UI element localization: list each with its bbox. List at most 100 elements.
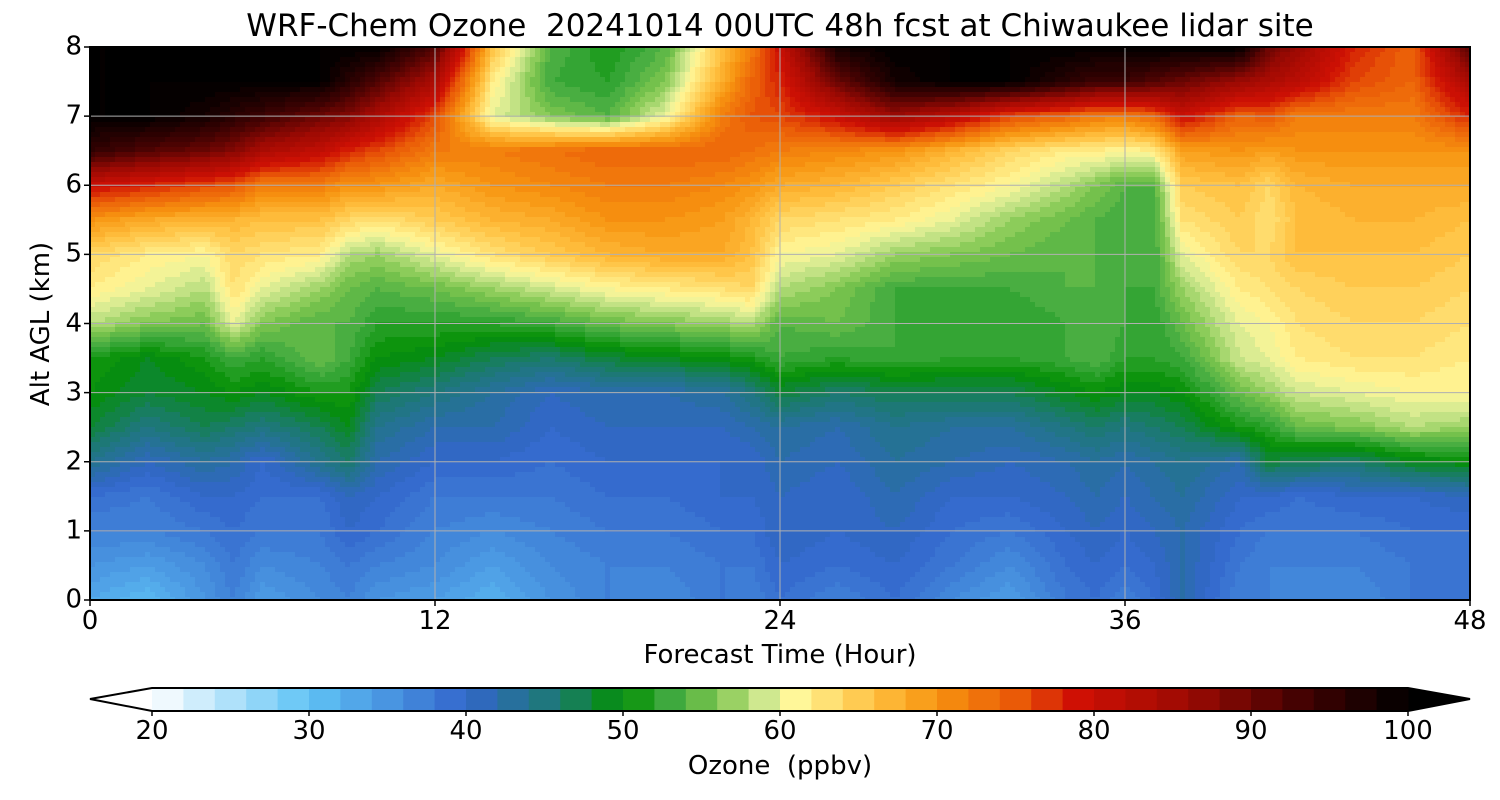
heatmap-cell <box>1160 192 1166 198</box>
heatmap-cell <box>1230 327 1246 333</box>
heatmap-cell <box>1275 92 1291 98</box>
heatmap-cell <box>1190 457 1226 463</box>
heatmap-cell <box>1270 427 1281 433</box>
heatmap-cell <box>870 212 911 218</box>
heatmap-cell <box>465 112 471 118</box>
heatmap-cell <box>540 302 571 308</box>
heatmap-cell <box>775 277 781 283</box>
heatmap-cell <box>680 62 686 68</box>
heatmap-cell <box>505 82 511 88</box>
heatmap-cell <box>1165 187 1171 193</box>
heatmap-cell <box>505 237 541 243</box>
heatmap-cell <box>1270 357 1286 363</box>
heatmap-cell <box>805 82 811 88</box>
heatmap-cell <box>495 77 501 83</box>
heatmap-cell <box>855 262 876 268</box>
heatmap-cell <box>760 77 766 83</box>
heatmap-cell <box>210 117 226 123</box>
heatmap-cell <box>1380 52 1396 58</box>
heatmap-cell <box>90 47 101 53</box>
heatmap-cell <box>395 142 406 148</box>
heatmap-cell <box>95 387 121 393</box>
heatmap-cell <box>800 92 806 98</box>
heatmap-cell <box>610 122 621 128</box>
heatmap-cell <box>1275 237 1286 243</box>
heatmap-cell <box>1130 127 1146 133</box>
heatmap-cell <box>1155 187 1161 193</box>
heatmap-cell <box>670 67 676 73</box>
heatmap-cell <box>215 282 221 288</box>
heatmap-cell <box>640 307 701 313</box>
heatmap-cell <box>880 227 916 233</box>
heatmap-cell <box>490 82 501 88</box>
heatmap-cell <box>640 112 646 118</box>
heatmap-cell <box>1145 127 1156 133</box>
heatmap-cell <box>1110 172 1156 178</box>
heatmap-cell <box>90 387 96 393</box>
heatmap-cell <box>445 352 476 358</box>
heatmap-cell <box>340 262 351 268</box>
heatmap-cell <box>1325 302 1446 308</box>
heatmap-cell <box>895 292 1021 298</box>
heatmap-cell <box>250 167 261 173</box>
heatmap-cell <box>540 437 571 443</box>
heatmap-cell <box>1410 97 1416 103</box>
heatmap-cell <box>1180 142 1446 148</box>
heatmap-cell <box>1150 142 1156 148</box>
heatmap-cell <box>860 67 871 73</box>
heatmap-cell <box>1030 72 1046 78</box>
heatmap-cell <box>835 287 856 293</box>
heatmap-cell <box>1420 92 1426 98</box>
heatmap-cell <box>1280 62 1291 68</box>
heatmap-cell <box>855 327 896 333</box>
heatmap-cell <box>385 92 391 98</box>
heatmap-cell <box>835 92 846 98</box>
heatmap-cell <box>1215 257 1231 263</box>
heatmap-cell <box>475 97 481 103</box>
heatmap-cell <box>620 97 631 103</box>
heatmap-cell <box>500 167 556 173</box>
heatmap-cell <box>790 227 846 233</box>
heatmap-cell <box>715 92 721 98</box>
heatmap-cell <box>105 212 136 218</box>
heatmap-cell <box>435 72 441 78</box>
heatmap-cell <box>395 132 406 138</box>
heatmap-cell <box>1170 222 1176 228</box>
heatmap-cell <box>720 82 726 88</box>
heatmap-cell <box>1190 377 1201 383</box>
heatmap-cell <box>1040 197 1061 203</box>
heatmap-cell <box>320 107 331 113</box>
heatmap-cell <box>265 302 291 308</box>
heatmap-cell <box>810 87 816 93</box>
heatmap-cell <box>805 162 856 168</box>
heatmap-cell <box>950 137 966 143</box>
heatmap-cell <box>675 127 686 133</box>
heatmap-cell <box>485 112 491 118</box>
heatmap-cell <box>570 302 601 308</box>
heatmap-cell <box>445 72 451 78</box>
heatmap-cell <box>1260 202 1276 208</box>
heatmap-cell <box>155 427 186 433</box>
heatmap-cell <box>105 237 136 243</box>
heatmap-cell <box>1285 247 1296 253</box>
heatmap-cell <box>1370 47 1386 53</box>
heatmap-cell <box>1065 167 1091 173</box>
heatmap-cell <box>565 152 741 158</box>
heatmap-cell <box>585 102 616 108</box>
heatmap-cell <box>400 262 421 268</box>
heatmap-cell <box>730 57 736 63</box>
heatmap-cell <box>415 57 421 63</box>
heatmap-cell <box>680 47 686 53</box>
heatmap-cell <box>445 77 451 83</box>
heatmap-cell <box>390 92 401 98</box>
heatmap-cell <box>365 62 376 68</box>
heatmap-cell <box>570 47 591 53</box>
heatmap-cell <box>420 92 431 98</box>
heatmap-cell <box>745 127 796 133</box>
heatmap-cell <box>1210 327 1221 333</box>
heatmap-cell <box>1415 47 1421 53</box>
heatmap-cell <box>1295 312 1341 318</box>
heatmap-cell <box>1170 117 1176 123</box>
heatmap-cell <box>305 117 321 123</box>
heatmap-cell <box>415 47 426 53</box>
